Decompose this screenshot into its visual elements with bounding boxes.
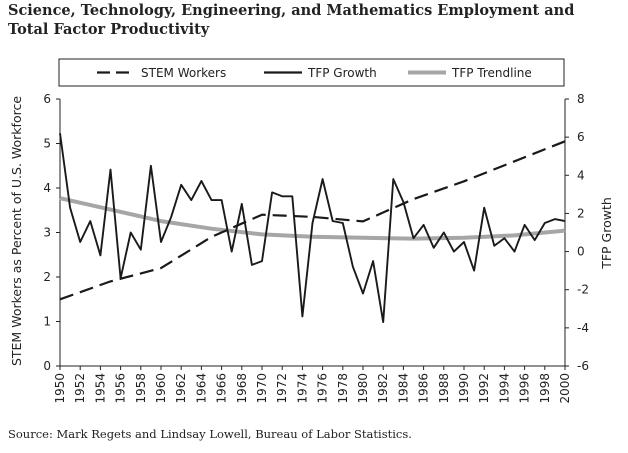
x-tick-label: 1954 bbox=[93, 373, 107, 404]
x-tick-label: 1988 bbox=[437, 373, 451, 404]
x-tick-label: 1982 bbox=[376, 373, 390, 404]
y-right-tick-label: 8 bbox=[577, 92, 585, 106]
y-right-tick-label: 2 bbox=[577, 206, 585, 220]
x-tick-label: 1962 bbox=[174, 373, 188, 404]
x-tick-label: 1966 bbox=[215, 373, 229, 404]
y-right-tick-label: 0 bbox=[577, 245, 585, 259]
chart-title: Science, Technology, Engineering, and Ma… bbox=[8, 2, 575, 38]
x-tick-label: 1974 bbox=[295, 373, 309, 404]
x-tick-label: 1952 bbox=[73, 373, 87, 404]
x-tick-label: 1964 bbox=[194, 373, 208, 404]
y-left-tick-label: 0 bbox=[43, 359, 51, 373]
x-tick-label: 2000 bbox=[558, 373, 572, 404]
x-tick-label: 1994 bbox=[497, 373, 511, 404]
x-tick-label: 1978 bbox=[336, 373, 350, 404]
legend-label: TFP Growth bbox=[307, 66, 377, 80]
x-tick-label: 1950 bbox=[53, 373, 67, 404]
x-tick-label: 1980 bbox=[356, 373, 370, 404]
legend-label: TFP Trendline bbox=[451, 66, 532, 80]
legend-box bbox=[58, 58, 565, 87]
y-left-tick-label: 1 bbox=[43, 315, 51, 329]
x-tick-label: 1972 bbox=[275, 373, 289, 404]
source-note: Source: Mark Regets and Lindsay Lowell, … bbox=[8, 427, 412, 441]
legend: STEM Workers TFP Growth TFP Trendline bbox=[58, 58, 565, 87]
x-tick-label: 1984 bbox=[396, 373, 410, 404]
axes: 0 1 2 3 4 5 6 -6 -4 -2 0 2 4 6 8 1950 1952 1954 1956 1958 19… bbox=[43, 92, 589, 404]
y-axis-right-label: TFP Growth bbox=[599, 197, 614, 270]
x-tick-label: 1990 bbox=[457, 373, 471, 404]
series-line-tfp-growth bbox=[59, 133, 566, 324]
y-right-tick-label: 4 bbox=[577, 168, 585, 182]
x-tick-label: 1986 bbox=[417, 373, 431, 404]
x-tick-label: 1976 bbox=[316, 373, 330, 404]
y-right-tick-label: 6 bbox=[577, 130, 585, 144]
y-axis-left-label: STEM Workers as Percent of U.S. Workforc… bbox=[9, 96, 24, 366]
legend-label: STEM Workers bbox=[141, 66, 226, 80]
x-tick-label: 1998 bbox=[538, 373, 552, 404]
x-tick-label: 1960 bbox=[154, 373, 168, 404]
series-line-stem-workers bbox=[59, 140, 566, 301]
x-tick-label: 1956 bbox=[114, 373, 128, 404]
series-layer bbox=[59, 133, 566, 324]
x-tick-label: 1996 bbox=[518, 373, 532, 404]
y-left-tick-label: 3 bbox=[43, 226, 51, 240]
y-left-tick-label: 2 bbox=[43, 270, 51, 284]
y-right-tick-label: -6 bbox=[577, 359, 589, 373]
x-tick-label: 1970 bbox=[255, 373, 269, 404]
x-tick-label: 1958 bbox=[134, 373, 148, 404]
x-tick-label: 1968 bbox=[235, 373, 249, 404]
y-left-tick-label: 4 bbox=[43, 181, 51, 195]
y-left-tick-label: 6 bbox=[43, 92, 51, 106]
y-right-tick-label: -2 bbox=[577, 283, 589, 297]
y-right-tick-label: -4 bbox=[577, 321, 589, 335]
series-line-tfp-trendline bbox=[59, 196, 566, 241]
y-left-tick-label: 5 bbox=[43, 137, 51, 151]
x-tick-label: 1992 bbox=[477, 373, 491, 404]
